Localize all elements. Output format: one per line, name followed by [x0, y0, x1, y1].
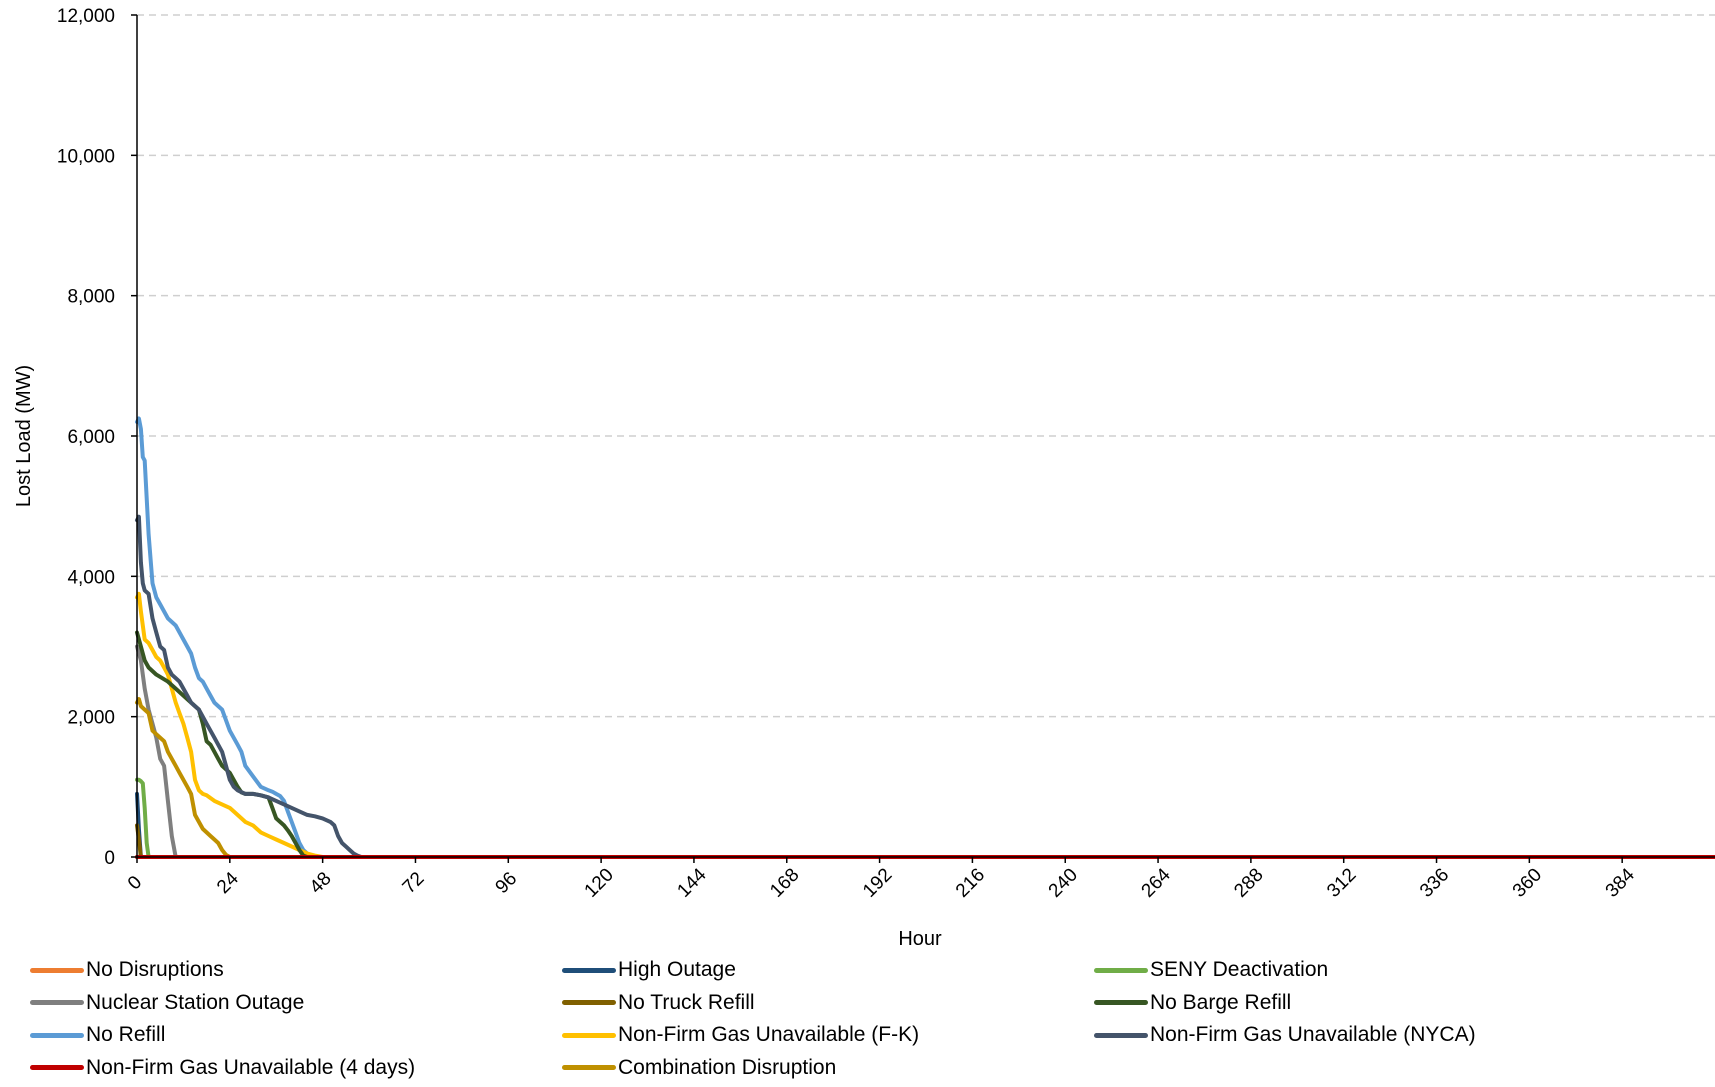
legend-item: No Disruptions [30, 955, 224, 985]
legend-label: No Disruptions [86, 958, 224, 981]
x-tick-label: 216 [952, 864, 989, 901]
legend-swatch [1094, 967, 1148, 973]
legend-swatch [30, 967, 84, 973]
x-tick-label: 48 [306, 868, 336, 898]
lost-load-chart: 0 2,000 4,000 6,000 8,000 10,000 12,000 0 24 48 7… [13, 6, 1715, 950]
y-tick-label: 2,000 [67, 708, 115, 729]
x-axis-title: Hour [898, 928, 942, 950]
x-tick-labels: 0 24 48 72 96 120 144 168 192 216 240 264 288 312 336 3… [124, 857, 1639, 902]
legend-item: No Truck Refill [562, 988, 755, 1018]
legend-item: High Outage [562, 955, 736, 985]
legend-label: High Outage [618, 958, 736, 981]
legend-label: SENY Deactivation [1150, 958, 1329, 981]
x-tick-label: 96 [492, 868, 522, 898]
legend-swatch [1094, 1000, 1148, 1005]
legend-item: Non-Firm Gas Unavailable (F-K) [562, 1020, 919, 1050]
legend-swatch [562, 967, 616, 973]
legend-swatch [30, 1065, 84, 1070]
axes [136, 15, 1715, 858]
legend-swatch [562, 1000, 616, 1005]
x-tick-label: 312 [1323, 864, 1360, 901]
legend-label: Nuclear Station Outage [86, 990, 305, 1014]
y-tick-label: 0 [104, 848, 115, 869]
x-tick-label: 24 [213, 868, 243, 898]
legend-swatch [562, 1065, 616, 1070]
legend-item: Non-Firm Gas Unavailable (4 days) [30, 1053, 415, 1083]
x-tick-label: 144 [673, 864, 711, 902]
x-tick-label: 72 [399, 868, 429, 898]
y-tick-label: 8,000 [67, 287, 115, 308]
x-tick-label: 120 [581, 864, 618, 901]
series-line-non-firm-gas-unavailable-nyca [135, 514, 1715, 859]
gridlines [137, 14, 1715, 718]
legend-item: No Refill [30, 1020, 165, 1050]
y-tick-label: 4,000 [67, 567, 115, 588]
legend-swatch [1094, 1032, 1148, 1038]
series-line-seny-deactivation [135, 777, 1715, 859]
x-tick-label: 360 [1509, 864, 1546, 901]
y-tick-label: 10,000 [57, 146, 115, 167]
y-axis-title: Lost Load (MW) [13, 365, 35, 507]
series-line-high-outage [135, 791, 1715, 859]
legend-label: Non-Firm Gas Unavailable (F-K) [618, 1023, 920, 1046]
legend-item: Nuclear Station Outage [30, 988, 304, 1018]
x-tick-label: 240 [1045, 864, 1082, 901]
legend-label: No Truck Refill [618, 990, 755, 1014]
x-tick-label: 168 [766, 864, 803, 901]
series-line-no-truck-refill [135, 823, 1715, 859]
legend-label: Non-Firm Gas Unavailable (NYCA) [1150, 1023, 1476, 1046]
legend-swatch [562, 1032, 616, 1038]
x-tick-label: 384 [1602, 864, 1640, 902]
legend-label: Non-Firm Gas Unavailable (4 days) [86, 1055, 416, 1079]
x-tick-label: 288 [1230, 864, 1267, 901]
legend-item: Combination Disruption [562, 1053, 836, 1083]
y-tick-label: 6,000 [67, 427, 115, 448]
x-tick-label: 264 [1138, 864, 1176, 902]
y-tick-labels: 0 2,000 4,000 6,000 8,000 10,000 12,000 [57, 6, 137, 869]
x-tick-label: 192 [859, 864, 896, 901]
y-tick-label: 12,000 [57, 6, 115, 27]
series-line-combination-disruption [135, 697, 1715, 859]
series-line-no-refill [135, 416, 1715, 859]
series-line-no-barge-refill [135, 630, 1715, 859]
series-line-non-firm-gas-unavailable-f-k [135, 591, 1715, 859]
legend-item: SENY Deactivation [1094, 955, 1328, 985]
legend-swatch [30, 1000, 84, 1005]
legend: No Disruptions High Outage SENY Deactivati… [0, 955, 1715, 1085]
series-line-nuclear-station-outage [135, 644, 1715, 859]
legend-label: No Refill [86, 1023, 166, 1046]
legend-item: Non-Firm Gas Unavailable (NYCA) [1094, 1020, 1476, 1050]
series-lines [135, 416, 1715, 859]
legend-swatch [30, 1032, 84, 1038]
legend-label: Combination Disruption [618, 1055, 837, 1079]
legend-label: No Barge Refill [1150, 990, 1292, 1014]
x-tick-label: 336 [1416, 864, 1453, 901]
x-tick-label: 0 [124, 872, 146, 894]
legend-item: No Barge Refill [1094, 988, 1291, 1018]
